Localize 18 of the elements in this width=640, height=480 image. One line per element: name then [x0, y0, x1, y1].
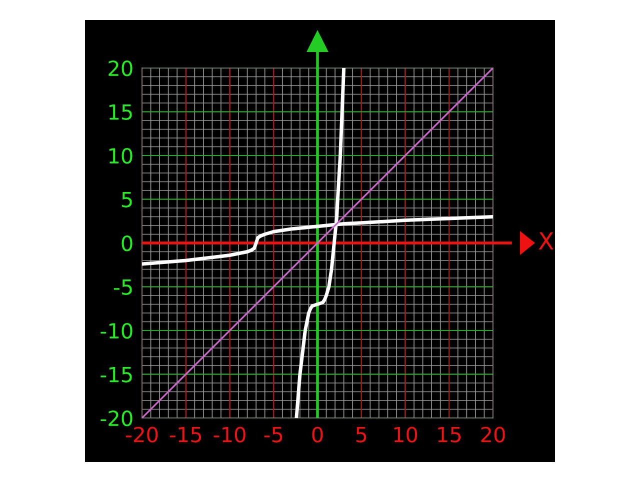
y-tick-label: -10: [100, 322, 132, 339]
x-tick-label: 10: [394, 426, 418, 442]
y-tick-label: -5: [114, 279, 132, 295]
y-tick-label: 0: [122, 235, 132, 252]
y-tick-label: 10: [109, 148, 132, 164]
x-tick-label: -5: [264, 426, 282, 442]
x-tick-label: 15: [438, 426, 461, 442]
x-tick-label: -15: [170, 426, 202, 442]
y-tick-label: 20: [108, 60, 132, 76]
x-tick-label: 5: [356, 426, 366, 442]
y-tick-label: 5: [122, 192, 132, 208]
x-tick-label: 0: [312, 426, 323, 442]
y-tick-label: 15: [109, 104, 132, 120]
x-tick-label: 20: [481, 426, 505, 442]
y-tick-label: -20: [100, 410, 132, 426]
x-axis-title: X: [538, 232, 554, 250]
x-tick-label: -10: [214, 426, 246, 442]
y-tick-label: -15: [100, 366, 132, 382]
